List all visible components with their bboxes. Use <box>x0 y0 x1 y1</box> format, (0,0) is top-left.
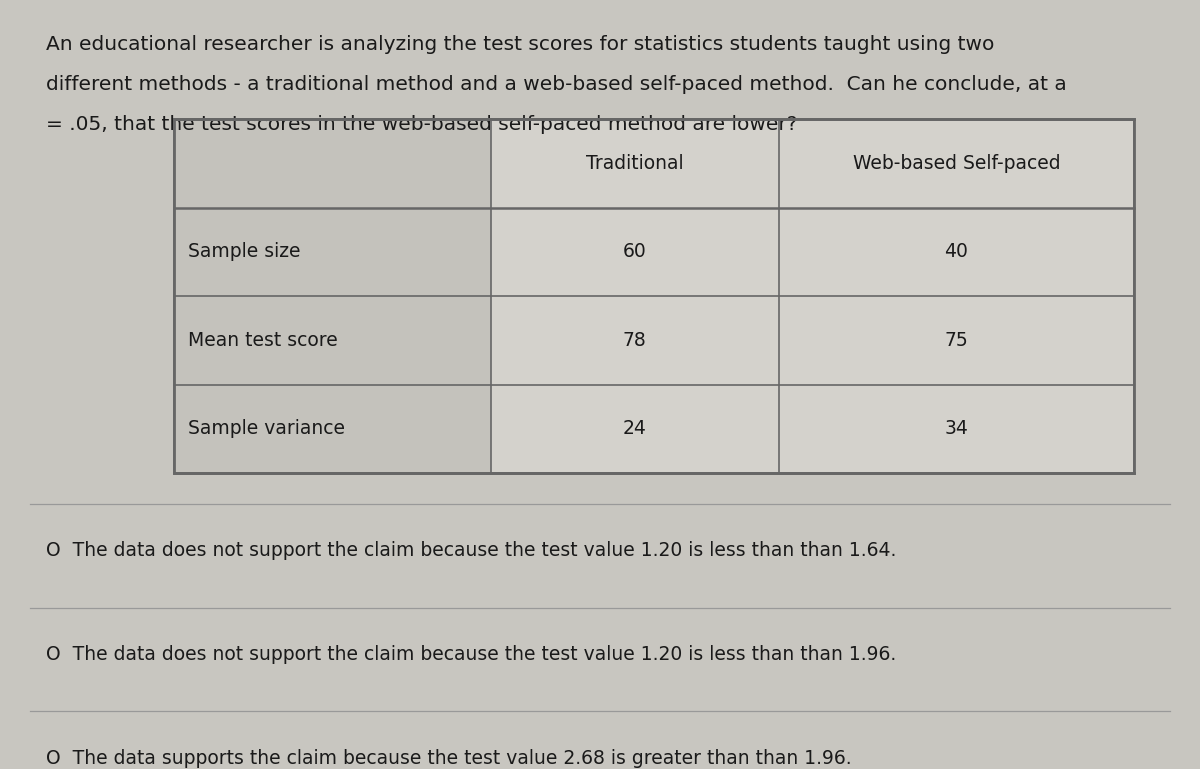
Bar <box>174 296 491 384</box>
Text: Mean test score: Mean test score <box>188 331 338 350</box>
Bar <box>174 119 1134 473</box>
Text: = .05, that the test scores in the web-based self-paced method are lower?: = .05, that the test scores in the web-b… <box>46 115 797 134</box>
Bar <box>174 384 491 473</box>
Bar <box>779 384 1134 473</box>
Bar <box>174 208 491 296</box>
Bar <box>491 296 779 384</box>
Text: 40: 40 <box>944 242 968 261</box>
Text: 75: 75 <box>944 331 968 350</box>
Text: 60: 60 <box>623 242 647 261</box>
Bar <box>779 119 1134 208</box>
Text: O  The data supports the claim because the test value 2.68 is greater than than : O The data supports the claim because th… <box>46 748 851 767</box>
Bar <box>174 119 491 208</box>
Text: 34: 34 <box>944 419 968 438</box>
Text: An educational researcher is analyzing the test scores for statistics students t: An educational researcher is analyzing t… <box>46 35 994 54</box>
Text: O  The data does not support the claim because the test value 1.20 is less than : O The data does not support the claim be… <box>46 644 896 664</box>
Text: Web-based Self-paced: Web-based Self-paced <box>852 154 1061 173</box>
Bar <box>491 119 779 208</box>
Bar <box>491 384 779 473</box>
Bar <box>779 208 1134 296</box>
Text: 78: 78 <box>623 331 647 350</box>
Bar <box>491 208 779 296</box>
Text: Traditional: Traditional <box>586 154 684 173</box>
Text: O  The data does not support the claim because the test value 1.20 is less than : O The data does not support the claim be… <box>46 541 896 560</box>
Text: 24: 24 <box>623 419 647 438</box>
Bar <box>779 296 1134 384</box>
Text: Sample variance: Sample variance <box>188 419 346 438</box>
Text: Sample size: Sample size <box>188 242 301 261</box>
Text: different methods - a traditional method and a web-based self-paced method.  Can: different methods - a traditional method… <box>46 75 1067 94</box>
